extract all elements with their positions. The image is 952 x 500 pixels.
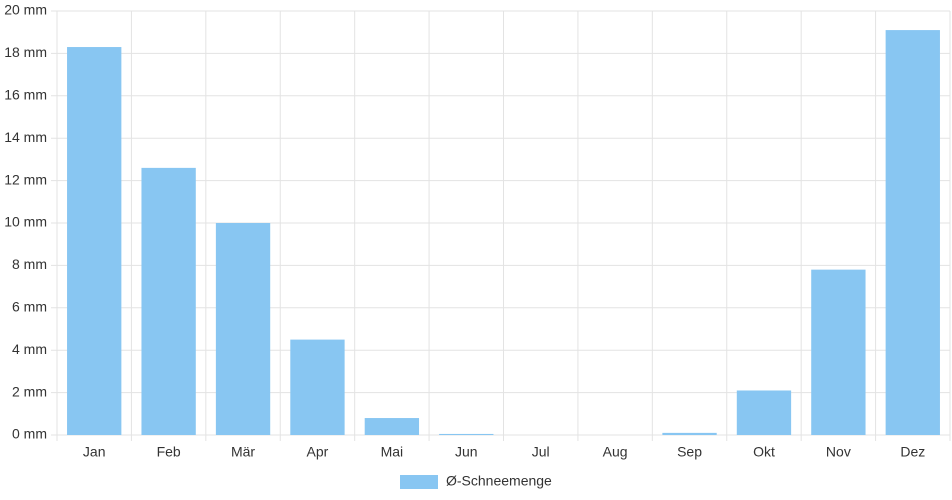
x-tick-label: Jan xyxy=(83,444,106,460)
bar xyxy=(885,30,940,436)
y-tick-label: 20 mm xyxy=(4,2,47,18)
bar xyxy=(811,269,866,435)
y-tick-label: 18 mm xyxy=(4,44,47,60)
x-tick-label: Dez xyxy=(900,444,925,460)
y-tick-label: 12 mm xyxy=(4,171,47,187)
x-tick-label: Mär xyxy=(231,444,255,460)
x-tick-label: Okt xyxy=(753,444,775,460)
y-tick-label: 6 mm xyxy=(12,299,47,315)
bar xyxy=(736,390,792,435)
bar xyxy=(141,167,196,435)
bar xyxy=(290,339,345,435)
bar xyxy=(364,418,420,435)
y-tick-label: 14 mm xyxy=(4,129,47,145)
x-tick-label: Feb xyxy=(157,444,181,460)
y-tick-label: 0 mm xyxy=(12,426,47,442)
bar xyxy=(67,47,122,435)
x-tick-label: Aug xyxy=(603,444,628,460)
y-tick-label: 8 mm xyxy=(12,256,47,272)
x-tick-label: Nov xyxy=(826,444,851,460)
legend-swatch xyxy=(400,475,438,489)
bar xyxy=(662,432,717,435)
y-tick-label: 10 mm xyxy=(4,214,47,230)
x-tick-label: Apr xyxy=(307,444,329,460)
y-tick-label: 4 mm xyxy=(12,341,47,357)
y-tick-label: 2 mm xyxy=(12,383,47,399)
x-tick-label: Jun xyxy=(455,444,478,460)
bar xyxy=(215,223,271,435)
x-tick-label: Jul xyxy=(532,444,550,460)
x-tick-label: Sep xyxy=(677,444,702,460)
x-tick-label: Mai xyxy=(381,444,404,460)
legend-label: Ø-Schneemenge xyxy=(446,473,552,489)
y-tick-label: 16 mm xyxy=(4,87,47,103)
bar xyxy=(439,433,494,435)
